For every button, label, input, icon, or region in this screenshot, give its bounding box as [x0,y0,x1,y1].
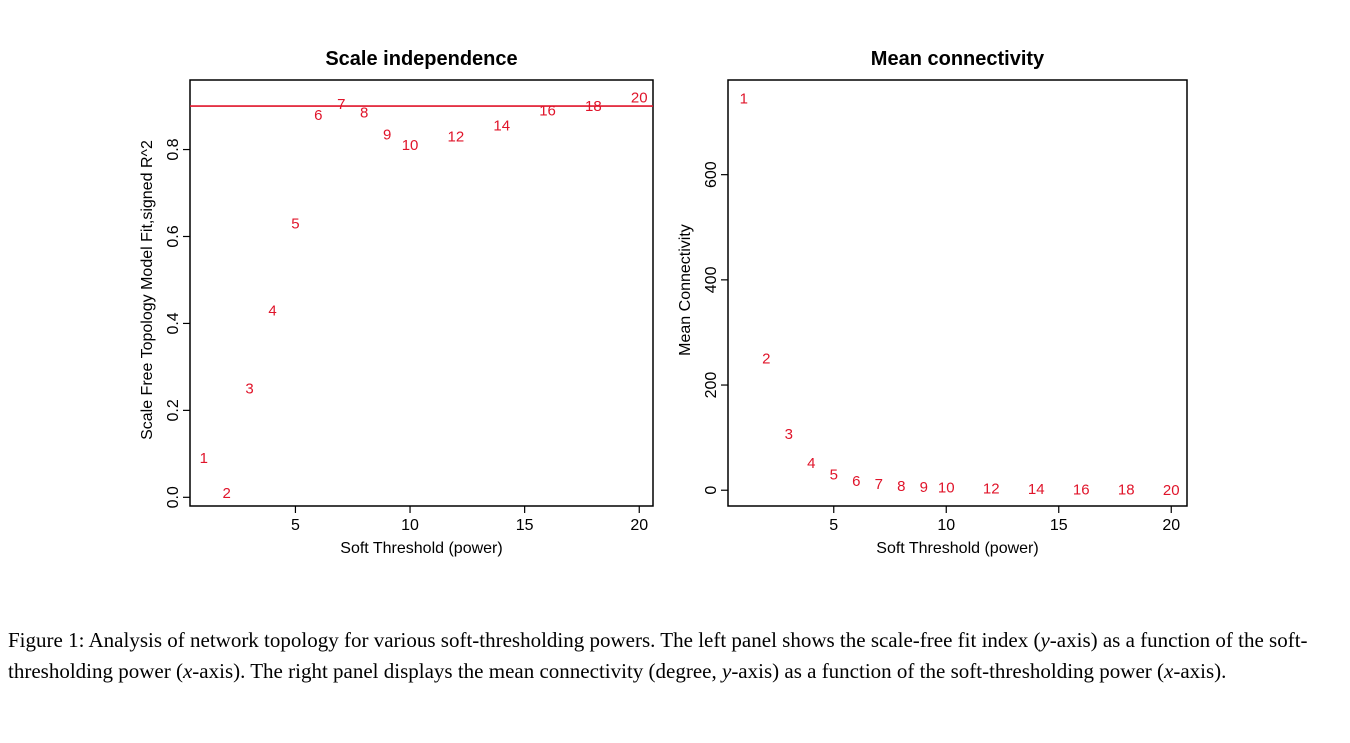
x-tick-label: 20 [630,517,648,534]
x-tick-label: 10 [401,517,419,534]
data-point-label: 10 [402,137,419,154]
data-point-label: 2 [223,485,231,502]
data-point-label: 5 [291,215,299,232]
data-point-label: 12 [448,129,465,146]
x-tick-label: 20 [1162,517,1180,534]
x-tick-label: 10 [937,517,955,534]
y-tick-label: 0.4 [165,312,182,334]
data-point-label: 8 [360,105,368,122]
chart-title: Scale independence [325,48,517,70]
y-tick-label: 0.0 [165,486,182,508]
data-point-label: 16 [539,102,556,119]
caption-text: -axis) as a function of the soft-thresho… [731,659,1165,683]
data-point-label: 9 [920,479,928,496]
data-point-label: 7 [337,96,345,113]
chart-title: Mean connectivity [871,48,1045,70]
data-point-label: 6 [314,107,322,124]
y-tick-label: 400 [703,266,720,293]
y-tick-label: 0.2 [165,399,182,421]
plot-frame [189,79,654,507]
y-tick-label: 600 [703,161,720,188]
data-point-label: 4 [268,302,276,319]
data-point-label: 2 [762,351,770,368]
caption-text: -axis). The right panel displays the mea… [192,659,722,683]
plot-frame [727,79,1188,507]
caption-text: -axis) as a function of the soft-thresho… [8,628,1308,683]
caption-math: x [182,659,193,683]
x-tick-label: 15 [1050,517,1068,534]
y-axis-label: Scale Free Topology Model Fit,signed R^2 [139,140,156,440]
data-point-label: 5 [830,466,838,483]
caption-text: -axis). [1173,659,1227,683]
data-point-label: 18 [1118,482,1135,499]
x-axis-label: Soft Threshold (power) [876,540,1038,557]
y-tick-label: 0 [703,486,720,495]
y-tick-label: 0.8 [165,138,182,160]
data-point-label: 10 [938,480,955,497]
data-point-label: 8 [897,478,905,495]
data-point-label: 6 [852,473,860,490]
data-point-label: 7 [875,476,883,493]
caption-text: Figure 1: Analysis of network topology f… [8,628,1041,652]
x-tick-label: 5 [291,517,300,534]
y-tick-label: 200 [703,372,720,399]
caption-math: x [1164,659,1174,683]
x-axis-label: Soft Threshold (power) [340,540,502,557]
data-point-label: 1 [200,450,208,467]
data-point-label: 20 [631,89,648,106]
data-point-label: 3 [245,381,253,398]
y-tick-label: 0.6 [165,225,182,247]
x-tick-label: 5 [829,517,838,534]
x-tick-label: 15 [516,517,534,534]
data-point-label: 9 [383,126,391,143]
data-point-label: 12 [983,481,1000,498]
y-axis-label: Mean Connectivity [677,224,694,356]
caption-math: y [1040,628,1050,652]
caption-math: y [721,659,732,683]
data-point-label: 14 [1028,481,1045,498]
figure-caption: Figure 1: Analysis of network topology f… [8,625,1344,687]
data-point-label: 14 [493,118,510,135]
data-point-label: 1 [740,90,748,107]
data-point-label: 18 [585,98,602,115]
data-point-label: 20 [1163,482,1180,499]
data-point-label: 3 [785,426,793,443]
data-point-label: 16 [1073,482,1090,499]
data-point-label: 4 [807,455,815,472]
